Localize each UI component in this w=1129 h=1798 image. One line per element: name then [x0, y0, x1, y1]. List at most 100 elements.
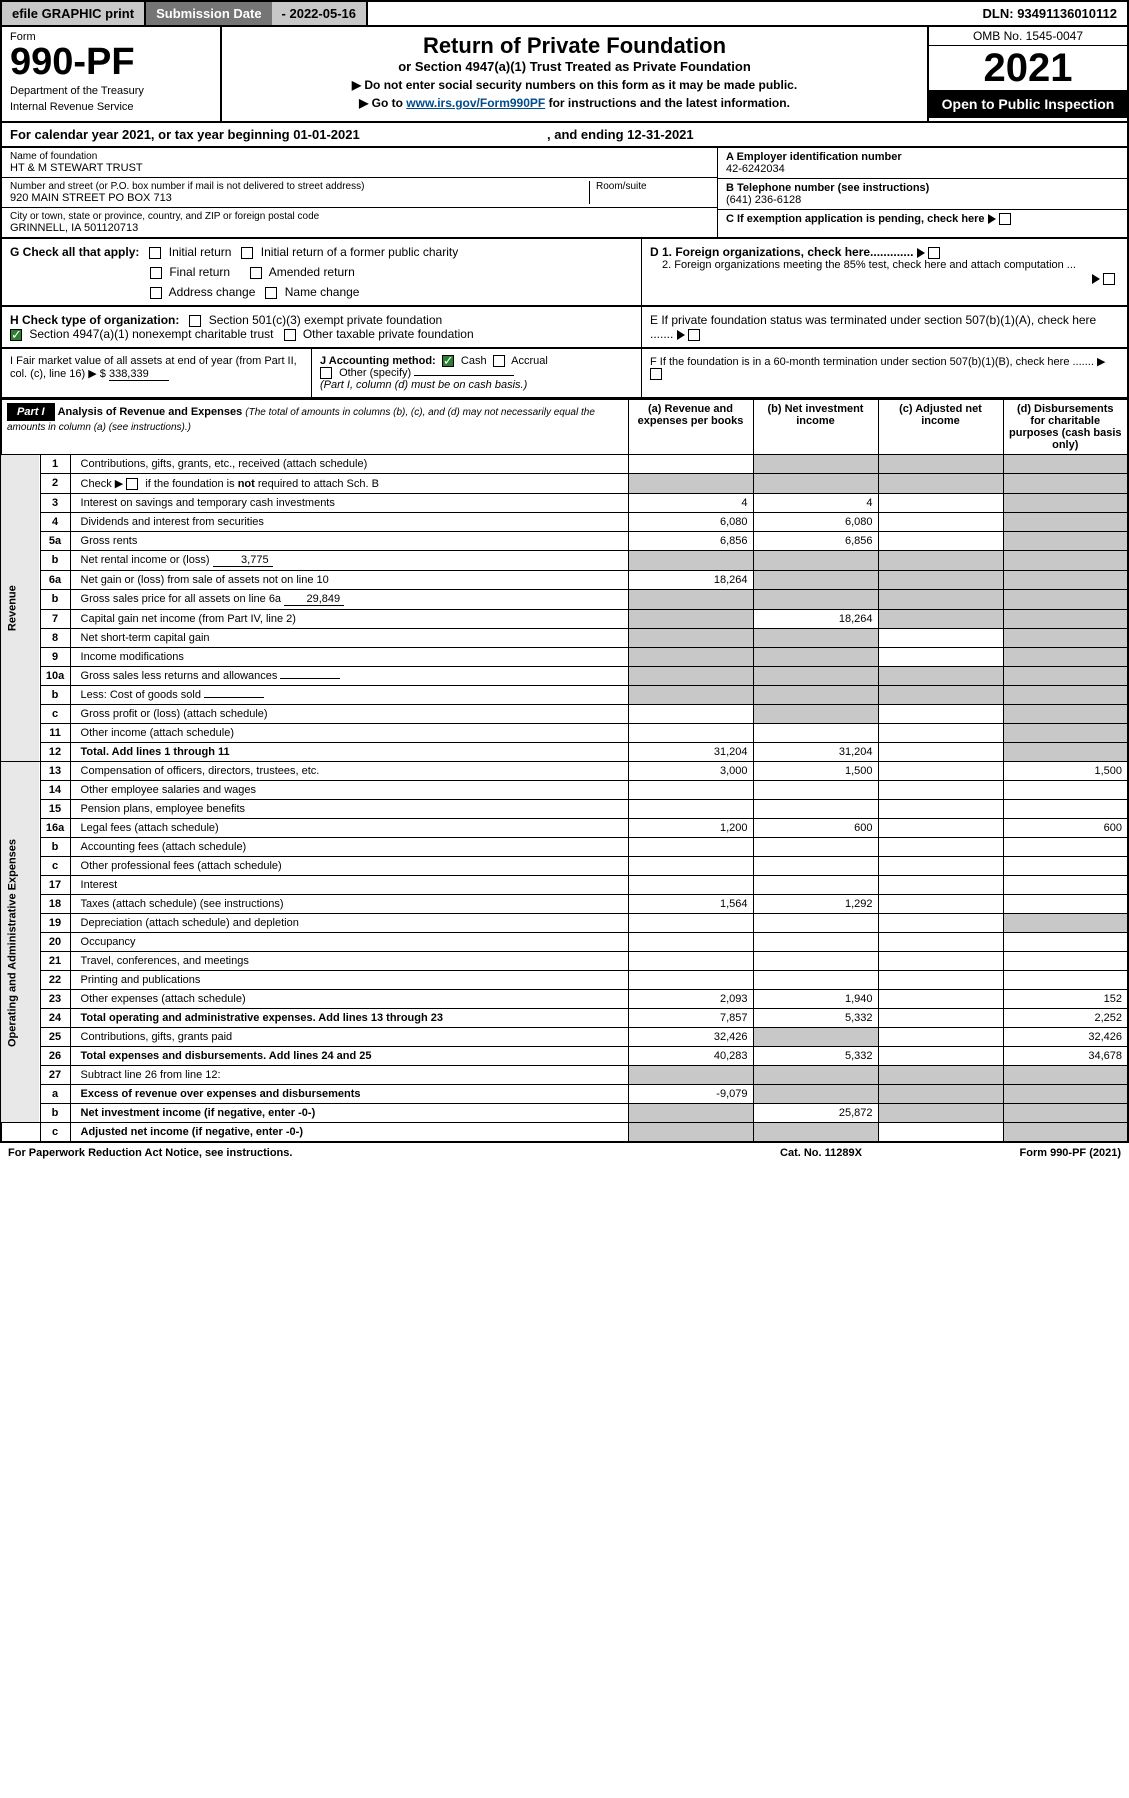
cal-begin: For calendar year 2021, or tax year begi… — [10, 127, 360, 142]
r23a: 2,093 — [628, 990, 753, 1009]
final-return-checkbox[interactable] — [150, 267, 162, 279]
name-change-checkbox[interactable] — [265, 287, 277, 299]
submission-date-value: - 2022-05-16 — [272, 2, 368, 25]
r12a: 31,204 — [628, 743, 753, 762]
row-16a: Legal fees (attach schedule) — [70, 819, 628, 838]
row-24: Total operating and administrative expen… — [81, 1012, 443, 1024]
other-method-checkbox[interactable] — [320, 367, 332, 379]
row-27c: Adjusted net income (if negative, enter … — [81, 1126, 303, 1138]
row-6a: Net gain or (loss) from sale of assets n… — [70, 571, 628, 590]
r26a: 40,283 — [628, 1047, 753, 1066]
form990pf-link[interactable]: www.irs.gov/Form990PF — [406, 96, 545, 110]
fmv-value: 338,339 — [109, 368, 169, 381]
r4b: 6,080 — [753, 513, 878, 532]
submission-date-label: Submission Date — [146, 2, 271, 25]
initial-former-checkbox[interactable] — [241, 247, 253, 259]
row-27: Subtract line 26 from line 12: — [70, 1066, 628, 1085]
row-26: Total expenses and disbursements. Add li… — [81, 1050, 372, 1062]
row-12: Total. Add lines 1 through 11 — [81, 746, 230, 758]
dln-value: DLN: 93491136010112 — [973, 2, 1127, 25]
r13b: 1,500 — [753, 762, 878, 781]
r24b: 5,332 — [753, 1009, 878, 1028]
ein-label: A Employer identification number — [726, 151, 1119, 163]
addr-label: Number and street (or P.O. box number if… — [10, 181, 589, 192]
phone-value: (641) 236-6128 — [726, 194, 1119, 206]
initial-return-checkbox[interactable] — [149, 247, 161, 259]
g-label: G Check all that apply: — [10, 245, 139, 259]
f-checkbox[interactable] — [650, 368, 662, 380]
address: 920 MAIN STREET PO BOX 713 — [10, 192, 589, 204]
ein-value: 42-6242034 — [726, 163, 1119, 175]
e-label: E If private foundation status was termi… — [650, 313, 1096, 341]
d2-label: 2. Foreign organizations meeting the 85%… — [650, 259, 1119, 271]
row-15: Pension plans, employee benefits — [70, 800, 628, 819]
cash-checkbox[interactable] — [442, 355, 454, 367]
d2-checkbox[interactable] — [1103, 273, 1115, 285]
row-2: Check ▶ if the foundation is not require… — [81, 478, 379, 490]
row-3: Interest on savings and temporary cash i… — [70, 494, 628, 513]
row-17: Interest — [70, 876, 628, 895]
footer-left: For Paperwork Reduction Act Notice, see … — [8, 1147, 721, 1159]
irs-label: Internal Revenue Service — [10, 101, 212, 113]
footer: For Paperwork Reduction Act Notice, see … — [0, 1143, 1129, 1163]
r16ad: 600 — [1003, 819, 1128, 838]
efile-print-button[interactable]: efile GRAPHIC print — [2, 2, 146, 25]
other-taxable-checkbox[interactable] — [284, 329, 296, 341]
row-1: Contributions, gifts, grants, etc., rece… — [70, 455, 628, 474]
accrual-checkbox[interactable] — [493, 355, 505, 367]
h-label: H Check type of organization: — [10, 313, 179, 327]
r27bb: 25,872 — [753, 1104, 878, 1123]
row-14: Other employee salaries and wages — [70, 781, 628, 800]
phone-label: B Telephone number (see instructions) — [726, 182, 1119, 194]
dept-treasury: Department of the Treasury — [10, 85, 212, 97]
address-change-checkbox[interactable] — [150, 287, 162, 299]
name-label: Name of foundation — [10, 151, 709, 162]
row-10a: Gross sales less returns and allowances — [81, 670, 278, 682]
footer-right: Form 990-PF (2021) — [921, 1147, 1121, 1159]
note2-pre: ▶ Go to — [359, 96, 406, 110]
revenue-section: Revenue — [1, 455, 40, 762]
note2-post: for instructions and the latest informat… — [545, 96, 790, 110]
row-9: Income modifications — [70, 648, 628, 667]
r26b: 5,332 — [753, 1047, 878, 1066]
part1-title: Analysis of Revenue and Expenses — [58, 406, 243, 418]
4947a1-checkbox[interactable] — [10, 329, 22, 341]
expense-section: Operating and Administrative Expenses — [1, 762, 40, 1123]
r5b-inline: 3,775 — [213, 554, 273, 567]
r4a: 6,080 — [628, 513, 753, 532]
row-5b: Net rental income or (loss) — [81, 554, 210, 566]
col-d-header: (d) Disbursements for charitable purpose… — [1003, 400, 1128, 455]
501c3-checkbox[interactable] — [189, 315, 201, 327]
j-other: Other (specify) — [339, 367, 411, 379]
opt-final: Final return — [169, 265, 230, 279]
omb-number: OMB No. 1545-0047 — [929, 27, 1127, 46]
form-title: Return of Private Foundation — [232, 33, 917, 59]
col-c-header: (c) Adjusted net income — [878, 400, 1003, 455]
city-label: City or town, state or province, country… — [10, 211, 709, 222]
cal-end: , and ending 12-31-2021 — [547, 127, 694, 142]
schb-checkbox[interactable] — [126, 478, 138, 490]
exemption-checkbox[interactable] — [999, 213, 1011, 225]
part1-table: Part I Analysis of Revenue and Expenses … — [0, 399, 1129, 1143]
note-ssn: ▶ Do not enter social security numbers o… — [232, 78, 917, 92]
arrow-icon — [677, 330, 685, 340]
opt-amended: Amended return — [269, 265, 355, 279]
opt-501c3: Section 501(c)(3) exempt private foundat… — [209, 313, 442, 327]
j-label: J Accounting method: — [320, 355, 436, 367]
d1-checkbox[interactable] — [928, 247, 940, 259]
note-link: ▶ Go to www.irs.gov/Form990PF for instru… — [232, 96, 917, 110]
r13a: 3,000 — [628, 762, 753, 781]
r25d: 32,426 — [1003, 1028, 1128, 1047]
arrow-icon — [988, 214, 996, 224]
j-cash: Cash — [461, 355, 487, 367]
r25a: 32,426 — [628, 1028, 753, 1047]
opt-initial: Initial return — [169, 245, 232, 259]
row-8: Net short-term capital gain — [70, 629, 628, 648]
top-bar: efile GRAPHIC print Submission Date - 20… — [0, 0, 1129, 27]
r12b: 31,204 — [753, 743, 878, 762]
amended-checkbox[interactable] — [250, 267, 262, 279]
f-label: F If the foundation is in a 60-month ter… — [650, 356, 1105, 368]
r26d: 34,678 — [1003, 1047, 1128, 1066]
e-checkbox[interactable] — [688, 329, 700, 341]
row-19: Depreciation (attach schedule) and deple… — [70, 914, 628, 933]
